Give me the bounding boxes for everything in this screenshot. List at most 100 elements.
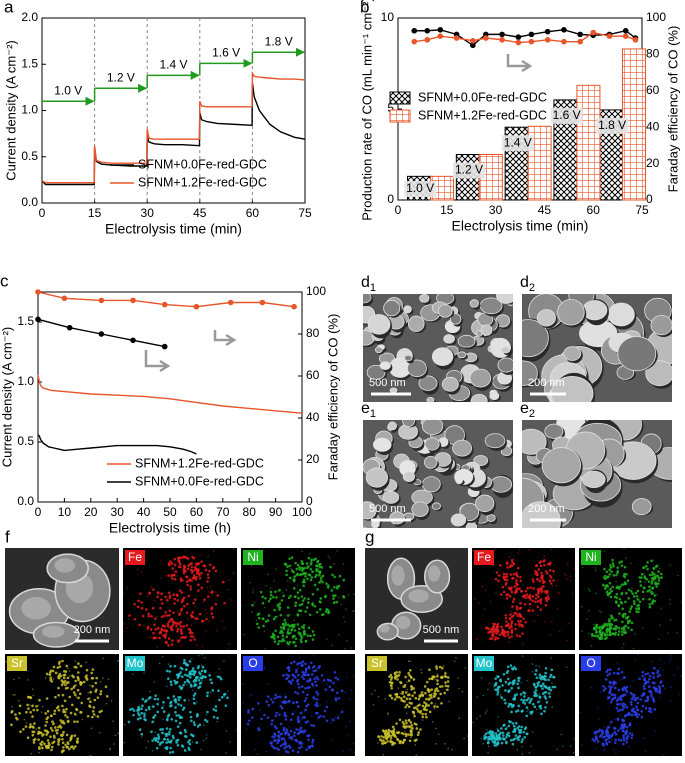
signal-dot: [316, 698, 319, 701]
noise-dot: [229, 741, 231, 743]
x-tick-label: 60: [246, 206, 260, 220]
signal-dot: [619, 709, 622, 712]
signal-dot: [605, 670, 608, 673]
signal-dot: [57, 743, 60, 746]
signal-dot: [648, 580, 651, 583]
signal-dot: [500, 593, 503, 596]
signal-dot: [510, 703, 513, 706]
signal-dot: [623, 676, 626, 679]
signal-dot: [505, 582, 508, 585]
signal-dot: [199, 577, 202, 580]
signal-dot: [204, 670, 207, 673]
signal-dot: [58, 661, 61, 664]
noise-dot: [223, 660, 225, 662]
signal-dot: [637, 590, 640, 593]
signal-dot: [310, 568, 313, 571]
signal-dot: [655, 585, 658, 588]
signal-dot: [621, 708, 624, 711]
signal-dot: [93, 713, 96, 716]
signal-dot: [509, 565, 512, 568]
signal-dot: [169, 747, 172, 750]
signal-dot: [500, 727, 503, 730]
signal-dot: [293, 735, 296, 738]
grain: [487, 515, 496, 522]
noise-dot: [382, 754, 384, 756]
signal-dot: [308, 747, 311, 750]
signal-dot: [545, 598, 548, 601]
signal-dot: [653, 667, 656, 670]
marker: [607, 33, 613, 39]
y2-tick-label: 40: [646, 119, 660, 133]
noise-dot: [254, 749, 256, 751]
signal-dot: [190, 684, 193, 687]
signal-dot: [430, 702, 433, 705]
signal-dot: [278, 589, 281, 592]
noise-dot: [513, 558, 515, 560]
signal-dot: [514, 623, 517, 626]
signal-dot: [648, 603, 651, 606]
marker: [529, 32, 535, 38]
signal-dot: [200, 560, 203, 563]
signal-dot: [618, 561, 621, 564]
signal-dot: [505, 681, 508, 684]
signal-dot: [504, 578, 507, 581]
signal-dot: [190, 635, 193, 638]
signal-dot: [19, 704, 22, 707]
signal-dot: [179, 563, 182, 566]
signal-dot: [152, 705, 155, 708]
signal-dot: [141, 698, 144, 701]
signal-dot: [623, 575, 626, 578]
noise-dot: [156, 616, 158, 618]
signal-dot: [598, 626, 601, 629]
signal-dot: [497, 579, 500, 582]
noise-dot: [149, 691, 151, 693]
signal-dot: [137, 709, 140, 712]
noise-dot: [487, 752, 489, 754]
signal-dot: [300, 712, 303, 715]
noise-dot: [591, 687, 593, 689]
signal-dot: [71, 704, 74, 707]
signal-dot: [304, 687, 307, 690]
signal-dot: [502, 724, 505, 727]
signal-dot: [510, 632, 513, 635]
grain: [412, 502, 428, 517]
noise-dot: [407, 689, 409, 691]
signal-dot: [343, 596, 346, 599]
signal-dot: [22, 728, 25, 731]
signal-dot: [413, 691, 416, 694]
signal-dot: [292, 673, 295, 676]
signal-dot: [403, 726, 406, 729]
noise-dot: [670, 619, 672, 621]
signal-dot: [513, 573, 516, 576]
signal-dot: [519, 602, 522, 605]
signal-dot: [50, 680, 53, 683]
noise-dot: [123, 623, 125, 625]
noise-dot: [408, 661, 410, 663]
signal-dot: [29, 725, 32, 728]
signal-dot: [183, 659, 186, 662]
signal-dot: [410, 721, 413, 724]
signal-dot: [64, 700, 67, 703]
signal-dot: [417, 710, 420, 713]
signal-dot: [310, 559, 313, 562]
noise-dot: [33, 695, 35, 697]
signal-dot: [316, 588, 319, 591]
noise-dot: [353, 594, 355, 596]
signal-dot: [169, 702, 172, 705]
noise-dot: [681, 601, 683, 603]
grain: [388, 422, 396, 430]
noise-dot: [482, 695, 484, 697]
signal-dot: [514, 728, 517, 731]
signal-dot: [289, 564, 292, 567]
signal-dot: [645, 578, 648, 581]
signal-dot: [652, 577, 655, 580]
signal-dot: [40, 732, 43, 735]
signal-dot: [195, 576, 198, 579]
marker: [411, 39, 417, 45]
marker: [35, 289, 41, 295]
signal-dot: [307, 738, 310, 741]
signal-dot: [610, 623, 613, 626]
signal-dot: [286, 565, 289, 568]
signal-dot: [630, 701, 633, 704]
signal-dot: [284, 712, 287, 715]
